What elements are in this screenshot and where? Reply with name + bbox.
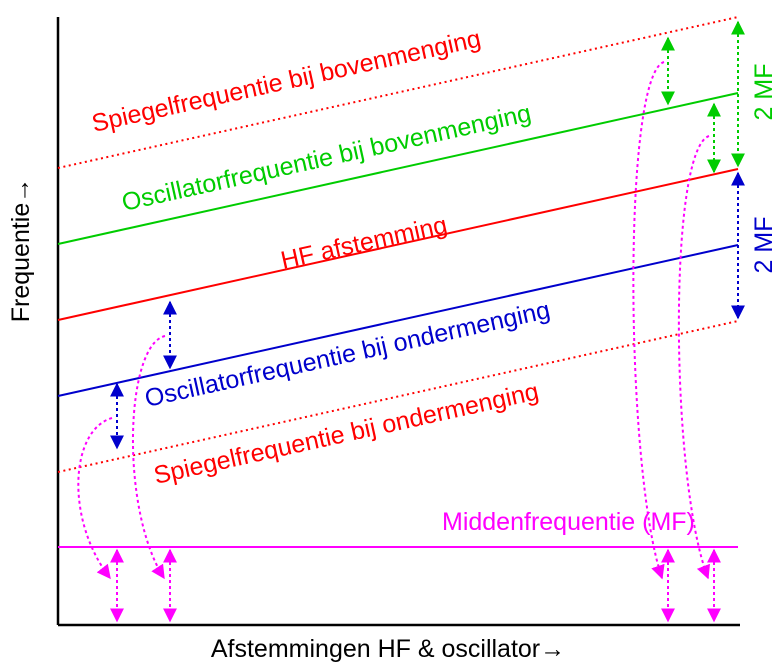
top-2mf-label: 2 MF (750, 64, 777, 121)
y-axis-label: Frequentie→ (7, 178, 35, 323)
oscillatorfrequentie-bovenmenging-line (57, 92, 739, 245)
x-axis-label: Afstemmingen HF & oscillator→ (211, 635, 565, 663)
transfer-curve-left-1 (77, 417, 113, 580)
spiegelfrequentie-bovenmenging-label: Spiegelfrequentie bij bovenmenging (89, 24, 483, 137)
oscillatorfrequentie-ondermenging-line (57, 244, 739, 397)
bottom-2mf-label: 2 MF (750, 217, 777, 274)
hf-afstemming-line (57, 168, 739, 321)
spiegelfrequentie-ondermenging-line (57, 320, 739, 473)
middenfrequentie-label: Middenfrequentie (MF) (442, 508, 695, 536)
spiegelfrequentie-bovenmenging-line (57, 16, 739, 169)
transfer-curve-left-2 (131, 335, 166, 580)
hf-afstemming-label: HF afstemming (278, 211, 450, 275)
transfer-curve-right-2 (677, 135, 710, 580)
transfer-curve-right-1 (632, 61, 665, 580)
